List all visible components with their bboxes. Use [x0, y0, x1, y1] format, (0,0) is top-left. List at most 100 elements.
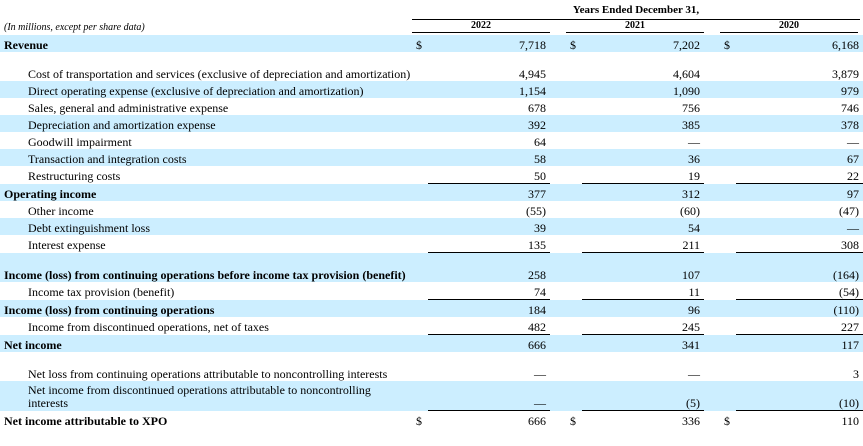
row-value-2021: (60)	[680, 203, 700, 218]
currency-symbol: $	[566, 35, 582, 52]
column-gap	[704, 381, 720, 411]
currency-symbol	[566, 149, 582, 166]
row-label: Cost of transportation and services (exc…	[28, 66, 411, 81]
row-label: Operating income	[0, 183, 412, 201]
row-value-2020: 117	[736, 334, 863, 352]
table-row: Debt extinguishment loss 39 54 —	[0, 218, 863, 235]
column-gap	[704, 52, 720, 81]
currency-symbol	[566, 98, 582, 115]
table-row: Income from discontinued operations, net…	[0, 317, 863, 335]
currency-symbol	[412, 381, 428, 411]
column-gap	[550, 81, 566, 98]
row-value-2021: (5)	[582, 381, 704, 411]
row-label: Direct operating expense (exclusive of d…	[0, 81, 412, 98]
row-label: Interest expense	[28, 238, 106, 252]
column-gap	[704, 81, 720, 98]
column-gap	[704, 282, 720, 300]
currency-symbol	[720, 252, 736, 282]
column-gap	[550, 132, 566, 149]
currency-symbol	[720, 334, 736, 352]
row-value-2020: —	[847, 134, 859, 149]
currency-symbol	[720, 282, 736, 300]
row-value-2021: 1,090	[582, 81, 704, 98]
column-gap	[704, 115, 720, 132]
column-gap	[550, 411, 566, 429]
currency-symbol	[412, 52, 428, 81]
column-gap	[704, 411, 720, 429]
row-value-2021: 7,202	[582, 35, 704, 52]
currency-symbol	[720, 218, 736, 235]
column-gap	[704, 166, 720, 184]
currency-symbol	[412, 299, 428, 317]
currency-symbol	[566, 282, 582, 300]
row-value-2021: 385	[582, 115, 704, 132]
column-gap	[704, 317, 720, 335]
row-value-2022: —	[534, 366, 546, 381]
row-label: Goodwill impairment	[28, 134, 132, 149]
currency-symbol	[720, 381, 736, 411]
column-gap	[550, 98, 566, 115]
row-value-2022: 392	[428, 115, 550, 132]
column-gap	[550, 352, 566, 381]
column-gap	[704, 149, 720, 166]
column-gap	[550, 299, 566, 317]
row-value-2020: (47)	[839, 203, 859, 218]
row-label: Income tax provision (benefit)	[28, 285, 175, 299]
currency-symbol	[720, 317, 736, 335]
table-row: Other income (55) (60) (47)	[0, 201, 863, 218]
column-gap	[704, 334, 720, 352]
currency-symbol	[412, 81, 428, 98]
currency-symbol	[412, 115, 428, 132]
currency-symbol	[720, 132, 736, 149]
row-label: Net income from discontinued operations …	[0, 381, 412, 411]
currency-symbol	[566, 183, 582, 201]
currency-symbol: $	[412, 35, 428, 52]
column-gap	[550, 52, 566, 81]
table-row: Net loss from continuing operations attr…	[0, 352, 863, 381]
row-value-2020: 3	[853, 366, 859, 381]
row-label: Transaction and integration costs	[0, 149, 412, 166]
column-gap	[550, 252, 566, 282]
row-value-2021: 341	[582, 334, 704, 352]
currency-symbol	[412, 334, 428, 352]
currency-symbol: $	[416, 413, 422, 428]
table-row: Interest expense 135 211 308	[0, 235, 863, 253]
table-row: Revenue $7,718 $7,202 $6,168	[0, 35, 863, 52]
currency-symbol	[412, 132, 428, 149]
currency-symbol	[720, 81, 736, 98]
currency-symbol	[720, 201, 736, 218]
row-value-2022: 258	[428, 252, 550, 282]
currency-symbol	[566, 235, 582, 253]
currency-symbol	[566, 115, 582, 132]
row-value-2020: (10)	[736, 381, 863, 411]
currency-symbol	[720, 149, 736, 166]
column-gap	[704, 183, 720, 201]
table-row: Net income attributable to XPO $666 $336 $1…	[0, 411, 863, 429]
row-value-2022: (55)	[526, 203, 546, 218]
column-gap	[704, 299, 720, 317]
row-label: Sales, general and administrative expens…	[28, 100, 229, 115]
currency-symbol	[412, 252, 428, 282]
column-gap	[704, 132, 720, 149]
row-value-2020: 378	[736, 115, 863, 132]
column-gap	[550, 218, 566, 235]
row-label: Depreciation and amortization expense	[0, 115, 412, 132]
currency-symbol	[412, 166, 428, 184]
row-value-2021: 245	[582, 317, 704, 335]
currency-symbol	[566, 132, 582, 149]
row-value-2021: 756	[682, 100, 700, 115]
column-gap	[550, 317, 566, 335]
row-value-2022: 184	[428, 299, 550, 317]
currency-symbol: $	[570, 413, 576, 428]
row-value-2021: 4,604	[673, 66, 700, 81]
row-value-2022: 74	[428, 282, 550, 300]
row-value-2022: 64	[534, 134, 546, 149]
row-value-2020: 979	[736, 81, 863, 98]
currency-symbol	[412, 235, 428, 253]
table-row: Income tax provision (benefit) 74 11 (54)	[0, 282, 863, 300]
column-gap	[550, 149, 566, 166]
currency-symbol	[720, 352, 736, 381]
currency-symbol	[566, 218, 582, 235]
row-value-2021: —	[688, 134, 700, 149]
table-row: Goodwill impairment 64 — —	[0, 132, 863, 149]
